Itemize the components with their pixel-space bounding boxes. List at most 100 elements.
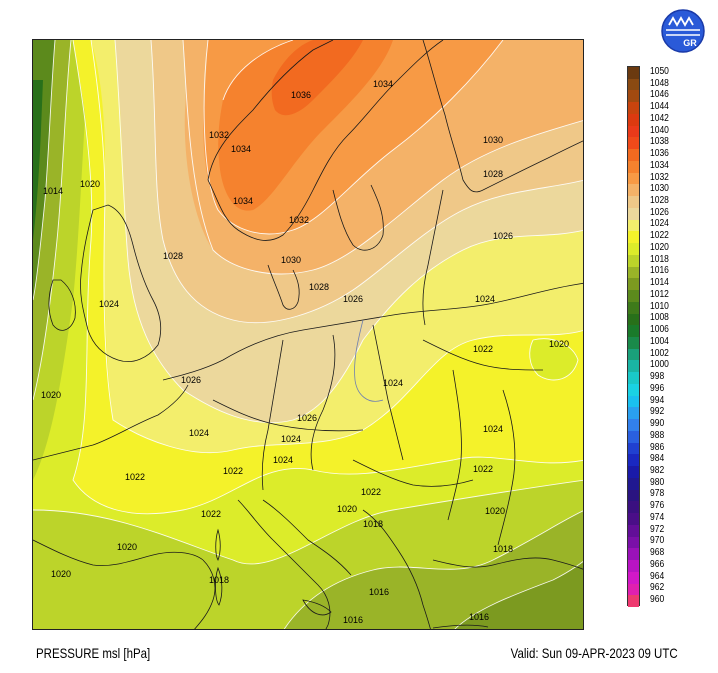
colorbar-segment [628, 172, 639, 185]
colorbar-label: 1030 [650, 183, 669, 195]
pressure-map: 1036 1034 1032 1034 1034 1032 1030 1028 … [32, 39, 584, 630]
colorbar-label: 986 [650, 441, 665, 453]
isobar-label: 1034 [373, 79, 393, 89]
isobar-label: 1030 [483, 135, 503, 145]
colorbar-label: 1016 [650, 265, 669, 277]
colorbar-label: 1048 [650, 77, 669, 89]
colorbar-segment [628, 137, 639, 150]
isobar-label: 1032 [289, 215, 309, 225]
band-1036 [271, 40, 363, 116]
colorbar-segment [628, 372, 639, 385]
band-west-1008 [33, 80, 43, 240]
isobar-label: 1020 [117, 542, 137, 552]
colorbar-segment [628, 419, 639, 432]
isobar-label: 1016 [343, 615, 363, 625]
colorbar-segment [628, 548, 639, 561]
colorbar-label: 988 [650, 429, 665, 441]
isobar-label: 1028 [309, 282, 329, 292]
colorbar-segment [628, 466, 639, 479]
pressure-colorbar [627, 66, 640, 608]
colorbar-segment [628, 243, 639, 256]
colorbar-segment [628, 325, 639, 338]
isobar-label: 1036 [291, 90, 311, 100]
colorbar-label: 1010 [650, 300, 669, 312]
meteo-logo-icon: GR [661, 9, 705, 53]
isobar-label: 1022 [473, 344, 493, 354]
colorbar-label: 982 [650, 465, 665, 476]
colorbar-label: 1038 [650, 136, 669, 148]
logo-text: GR [683, 38, 697, 48]
isobar-label: 1016 [369, 587, 389, 597]
colorbar-segment [628, 560, 639, 573]
isobar-label: 1026 [297, 413, 317, 423]
colorbar-segment [628, 477, 639, 491]
isobar-label: 1024 [189, 428, 209, 438]
colorbar-segment [628, 149, 639, 162]
isobar-label: 1024 [483, 424, 503, 434]
isobar-labels: 1036 1034 1032 1034 1034 1032 1030 1028 … [41, 79, 569, 625]
colorbar-segment [628, 348, 639, 361]
colorbar-segment [628, 430, 639, 444]
colorbar-label: 1008 [650, 312, 669, 324]
colorbar-segment [628, 207, 639, 221]
isobar-label: 1024 [475, 294, 495, 304]
colorbar-label: 976 [650, 500, 665, 512]
colorbar-segment [628, 219, 639, 232]
colorbar-label: 978 [650, 488, 665, 500]
colorbar-segment [628, 184, 639, 197]
colorbar-label: 1014 [650, 277, 669, 289]
coastlines-borders [33, 40, 583, 629]
colorbar-label: 992 [650, 406, 665, 418]
isobar-label: 1016 [469, 612, 489, 622]
colorbar-label: 1020 [650, 241, 669, 253]
band-1034 [218, 40, 393, 211]
isobar-label: 1022 [125, 472, 145, 482]
colorbar-label: 974 [650, 511, 665, 523]
colorbar-segment [628, 383, 639, 397]
colorbar-label: 1046 [650, 89, 669, 101]
colorbar-label: 1012 [650, 288, 669, 300]
colorbar-label: 1028 [650, 195, 669, 206]
colorbar-label: 972 [650, 523, 665, 535]
colorbar-label: 962 [650, 582, 665, 594]
isobar-label: 1024 [281, 434, 301, 444]
colorbar-segment [628, 290, 639, 303]
colorbar-segment [628, 231, 639, 244]
isobar-label: 1028 [483, 169, 503, 179]
colorbar-label: 980 [650, 476, 665, 488]
colorbar-label: 1022 [650, 230, 669, 242]
isobar-label: 1020 [485, 506, 505, 516]
isobar-label: 1028 [163, 251, 183, 261]
colorbar-label: 964 [650, 570, 665, 582]
isobar-label: 1022 [473, 464, 493, 474]
colorbar-label: 1026 [650, 206, 669, 218]
colorbar-label: 1040 [650, 124, 669, 136]
isobar-label: 1020 [80, 179, 100, 189]
colorbar-label: 1042 [650, 112, 669, 124]
colorbar-segment [628, 113, 639, 127]
colorbar-segment [628, 442, 639, 455]
isobar-label: 1030 [281, 255, 301, 265]
colorbar-segment [628, 266, 639, 279]
colorbar-segment [628, 254, 639, 268]
colorbar-label: 1032 [650, 171, 669, 183]
colorbar-segment [628, 125, 639, 138]
colorbar-label: 1036 [650, 148, 669, 160]
isobar-label: 1024 [99, 299, 119, 309]
colorbar-label: 1018 [650, 253, 669, 265]
colorbar-label: 966 [650, 558, 665, 570]
isobar-label: 1018 [493, 544, 513, 554]
colorbar-segment [628, 583, 639, 596]
valid-time: Valid: Sun 09-APR-2023 09 UTC [511, 645, 678, 661]
isobar-label: 1026 [493, 231, 513, 241]
isobar-label: 1024 [273, 455, 293, 465]
colorbar-label: 1044 [650, 101, 669, 113]
colorbar-segment [628, 278, 639, 291]
colorbar-label: 970 [650, 535, 665, 547]
colorbar-segment [628, 524, 639, 538]
isobar-label: 1026 [181, 375, 201, 385]
colorbar-segment [628, 196, 639, 209]
colorbar-segment [628, 513, 639, 526]
isobar-label: 1026 [343, 294, 363, 304]
colorbar-segment [628, 337, 639, 350]
